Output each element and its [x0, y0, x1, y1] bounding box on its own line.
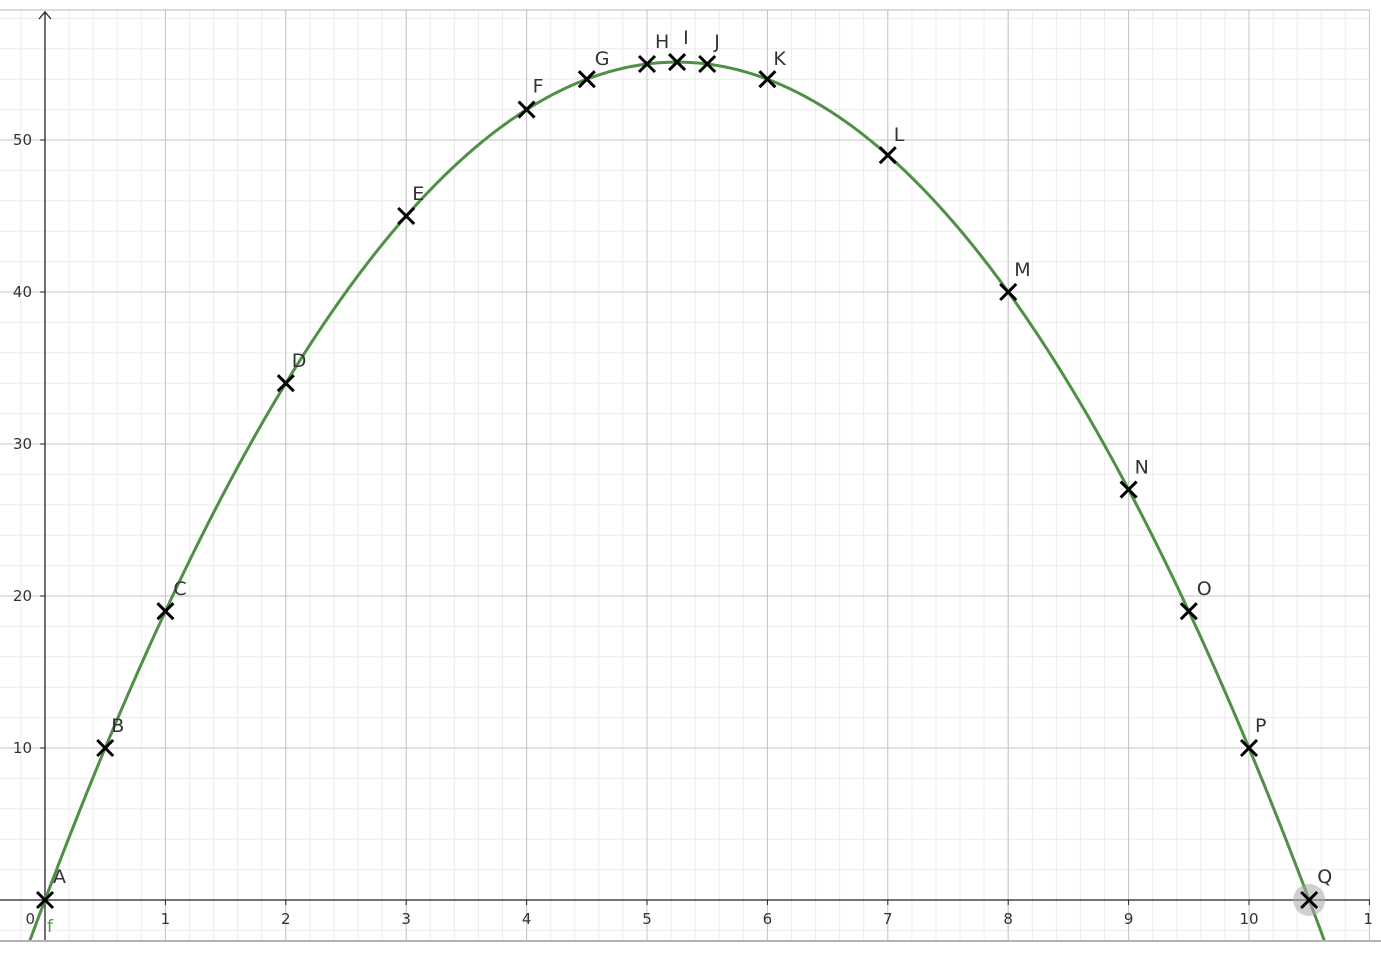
- point-marker-stroke: [1300, 890, 1319, 910]
- point-label-B: B: [111, 715, 124, 737]
- point-B[interactable]: B: [96, 715, 124, 758]
- y-tick-label: 10: [13, 739, 32, 757]
- point-N[interactable]: N: [1119, 457, 1149, 499]
- point-I[interactable]: I: [668, 27, 689, 72]
- curve-f[interactable]: [25, 60, 1336, 963]
- point-label-I: I: [683, 27, 689, 49]
- point-label-L: L: [894, 124, 905, 146]
- y-tick-label: 50: [13, 131, 32, 149]
- x-tick-label: 9: [1124, 910, 1134, 928]
- bottom-panel-edge: [0, 940, 1381, 963]
- point-marker-stroke: [35, 890, 55, 910]
- curve-layer: f: [25, 60, 1336, 963]
- point-label-K: K: [773, 48, 786, 70]
- point-marker-stroke: [156, 602, 175, 621]
- x-tick-label: 8: [1003, 910, 1013, 928]
- point-marker-stroke: [668, 53, 687, 72]
- x-tick-label: 2: [281, 910, 291, 928]
- point-marker-stroke: [517, 100, 536, 119]
- point-G[interactable]: G: [577, 48, 610, 89]
- point-marker-stroke: [276, 374, 295, 393]
- point-label-J: J: [713, 31, 720, 53]
- point-marker-stroke: [1179, 602, 1198, 621]
- tick-labels: 0 1 2 3 4 5 6 7 8 9 10 1 10 20 30 40 50: [13, 131, 1373, 928]
- point-P[interactable]: P: [1239, 715, 1266, 758]
- point-marker-stroke: [1119, 480, 1138, 499]
- point-label-H: H: [655, 31, 669, 53]
- y-tick-label: 40: [13, 283, 32, 301]
- x-tick-label: 10: [1239, 910, 1258, 928]
- point-Q[interactable]: Q: [1293, 866, 1332, 916]
- point-H[interactable]: H: [637, 31, 669, 74]
- x-tick-label: 1: [161, 910, 171, 928]
- point-D[interactable]: D: [276, 350, 307, 393]
- points-layer: A B C D E F G H I J K L M N O P Q: [35, 27, 1332, 916]
- curve-f-label: f: [47, 917, 54, 937]
- point-J[interactable]: J: [698, 31, 720, 74]
- point-label-N: N: [1135, 457, 1149, 479]
- y-tick-label: 30: [13, 435, 32, 453]
- point-marker-stroke: [637, 54, 657, 74]
- point-marker-stroke: [758, 70, 777, 89]
- point-K[interactable]: K: [758, 48, 786, 89]
- point-label-C: C: [173, 578, 186, 600]
- point-label-F: F: [533, 76, 544, 98]
- point-L[interactable]: L: [878, 124, 905, 165]
- point-F[interactable]: F: [517, 76, 544, 119]
- point-label-A: A: [53, 866, 66, 888]
- point-label-P: P: [1255, 715, 1266, 737]
- point-label-G: G: [595, 48, 610, 70]
- axes: [0, 11, 1370, 940]
- x-tick-label: 5: [642, 910, 652, 928]
- point-label-Q: Q: [1317, 866, 1332, 888]
- point-marker-stroke: [397, 206, 416, 226]
- point-M[interactable]: M: [999, 259, 1031, 302]
- point-marker-stroke: [96, 738, 115, 758]
- point-marker-stroke: [999, 282, 1018, 302]
- x-tick-label: 6: [763, 910, 773, 928]
- y-tick-label: 20: [13, 587, 32, 605]
- x-tick-label: 4: [522, 910, 532, 928]
- minor-grid: [0, 10, 1370, 940]
- x-tick-label: 0: [25, 910, 35, 928]
- point-C[interactable]: C: [156, 578, 187, 621]
- point-label-O: O: [1197, 578, 1212, 600]
- point-label-E: E: [412, 183, 424, 205]
- point-marker-stroke: [698, 54, 717, 74]
- point-label-D: D: [292, 350, 307, 372]
- major-grid: [0, 10, 1370, 940]
- point-label-M: M: [1014, 259, 1030, 281]
- point-marker-stroke: [577, 70, 596, 89]
- y-axis-arrow-icon: [38, 11, 52, 20]
- x-tick-label: 3: [401, 910, 411, 928]
- point-marker-stroke: [1239, 738, 1259, 758]
- x-tick-label: 1: [1363, 910, 1373, 928]
- x-tick-label: 7: [883, 910, 893, 928]
- point-O[interactable]: O: [1179, 578, 1212, 621]
- point-marker-stroke: [878, 146, 897, 165]
- point-E[interactable]: E: [397, 183, 424, 226]
- point-A[interactable]: A: [35, 866, 66, 910]
